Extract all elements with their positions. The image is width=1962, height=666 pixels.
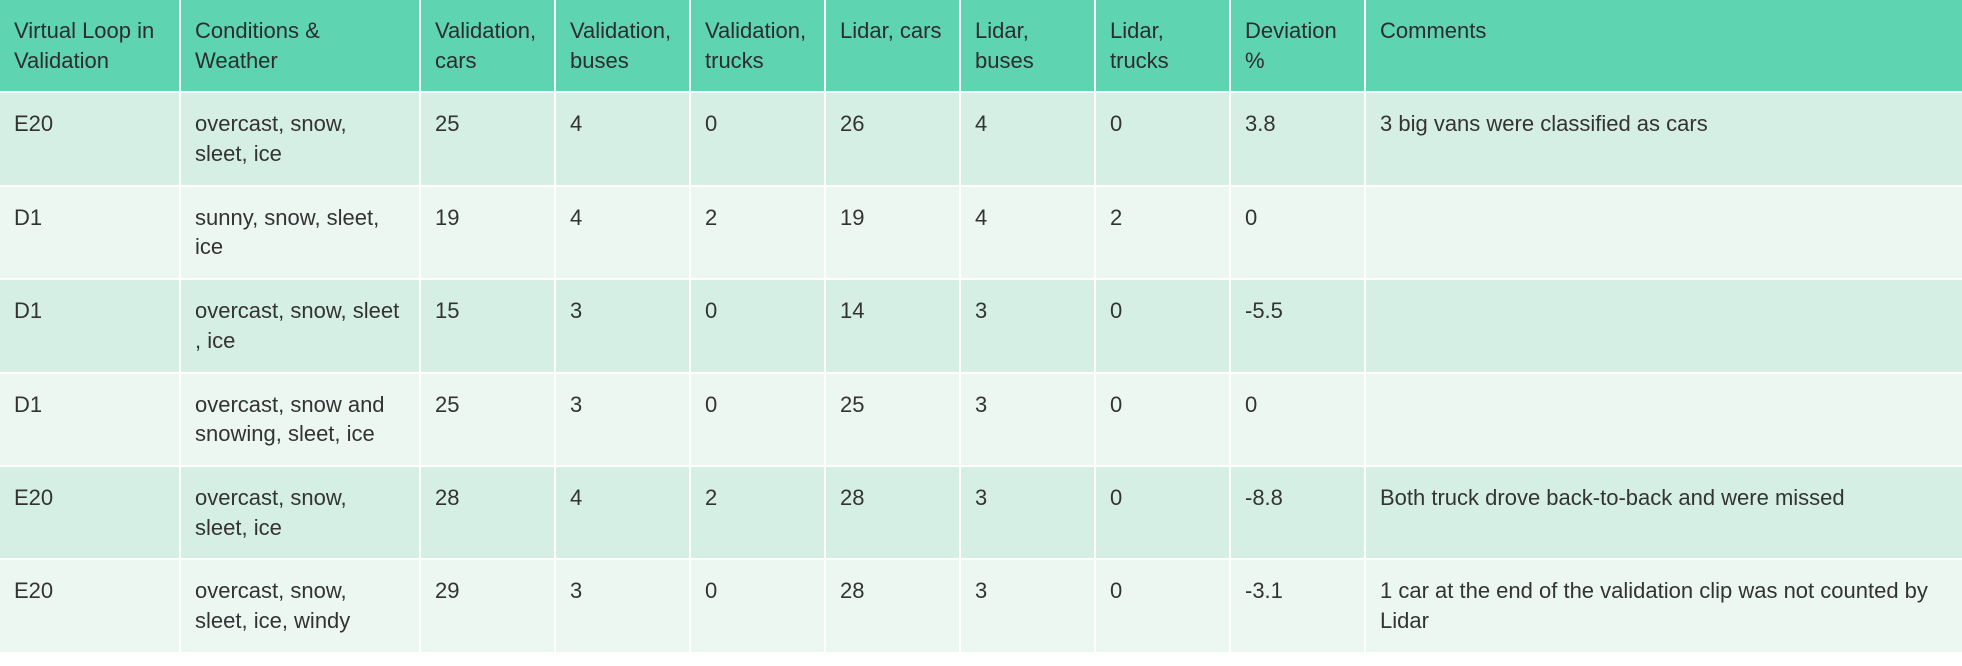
table-row: D1 sunny, snow, sleet, ice 19 4 2 19 4 2… xyxy=(0,186,1962,279)
cell-conditions: overcast, snow, sleet, ice xyxy=(180,466,420,559)
cell-comments: 3 big vans were classified as cars xyxy=(1365,92,1962,185)
cell-l-buses: 3 xyxy=(960,373,1095,466)
cell-comments xyxy=(1365,279,1962,372)
cell-loop: E20 xyxy=(0,466,180,559)
cell-deviation: 0 xyxy=(1230,373,1365,466)
table-header-row: Virtual Loop in Validation Conditions & … xyxy=(0,0,1962,92)
cell-v-trucks: 0 xyxy=(690,559,825,651)
col-loop: Virtual Loop in Validation xyxy=(0,0,180,92)
cell-loop: E20 xyxy=(0,559,180,651)
col-lidar-cars: Lidar, cars xyxy=(825,0,960,92)
col-conditions: Conditions & Weather xyxy=(180,0,420,92)
cell-v-buses: 4 xyxy=(555,186,690,279)
cell-v-trucks: 2 xyxy=(690,186,825,279)
col-deviation: Deviation % xyxy=(1230,0,1365,92)
cell-deviation: -3.1 xyxy=(1230,559,1365,651)
table-row: D1 overcast, snow, sleet , ice 15 3 0 14… xyxy=(0,279,1962,372)
cell-l-cars: 26 xyxy=(825,92,960,185)
cell-loop: D1 xyxy=(0,279,180,372)
cell-l-trucks: 0 xyxy=(1095,373,1230,466)
cell-l-trucks: 2 xyxy=(1095,186,1230,279)
col-validation-cars: Validation, cars xyxy=(420,0,555,92)
cell-l-cars: 19 xyxy=(825,186,960,279)
cell-conditions: sunny, snow, sleet, ice xyxy=(180,186,420,279)
cell-l-cars: 28 xyxy=(825,559,960,651)
cell-v-trucks: 0 xyxy=(690,279,825,372)
cell-l-trucks: 0 xyxy=(1095,466,1230,559)
cell-v-buses: 4 xyxy=(555,466,690,559)
cell-conditions: overcast, snow, sleet, ice xyxy=(180,92,420,185)
cell-v-cars: 25 xyxy=(420,373,555,466)
cell-v-trucks: 2 xyxy=(690,466,825,559)
cell-l-cars: 28 xyxy=(825,466,960,559)
cell-conditions: overcast, snow and snowing, sleet, ice xyxy=(180,373,420,466)
table-row: E20 overcast, snow, sleet, ice, windy 29… xyxy=(0,559,1962,651)
cell-comments xyxy=(1365,186,1962,279)
cell-v-buses: 4 xyxy=(555,92,690,185)
cell-v-cars: 28 xyxy=(420,466,555,559)
cell-deviation: 0 xyxy=(1230,186,1365,279)
cell-v-cars: 29 xyxy=(420,559,555,651)
table-row: D1 overcast, snow and snowing, sleet, ic… xyxy=(0,373,1962,466)
cell-loop: D1 xyxy=(0,373,180,466)
cell-v-trucks: 0 xyxy=(690,92,825,185)
cell-loop: D1 xyxy=(0,186,180,279)
cell-l-cars: 14 xyxy=(825,279,960,372)
cell-loop: E20 xyxy=(0,92,180,185)
cell-conditions: overcast, snow, sleet, ice, windy xyxy=(180,559,420,651)
col-validation-trucks: Validation, trucks xyxy=(690,0,825,92)
cell-l-buses: 4 xyxy=(960,92,1095,185)
validation-table: Virtual Loop in Validation Conditions & … xyxy=(0,0,1962,652)
cell-v-cars: 25 xyxy=(420,92,555,185)
cell-deviation: 3.8 xyxy=(1230,92,1365,185)
cell-comments: 1 car at the end of the validation clip … xyxy=(1365,559,1962,651)
cell-l-buses: 3 xyxy=(960,466,1095,559)
cell-comments: Both truck drove back-to-back and were m… xyxy=(1365,466,1962,559)
cell-l-buses: 4 xyxy=(960,186,1095,279)
table-row: E20 overcast, snow, sleet, ice 28 4 2 28… xyxy=(0,466,1962,559)
cell-l-buses: 3 xyxy=(960,279,1095,372)
cell-v-buses: 3 xyxy=(555,559,690,651)
col-comments: Comments xyxy=(1365,0,1962,92)
cell-comments xyxy=(1365,373,1962,466)
cell-l-cars: 25 xyxy=(825,373,960,466)
cell-deviation: -8.8 xyxy=(1230,466,1365,559)
table-row: E20 overcast, snow, sleet, ice 25 4 0 26… xyxy=(0,92,1962,185)
cell-v-cars: 15 xyxy=(420,279,555,372)
cell-v-buses: 3 xyxy=(555,279,690,372)
col-lidar-trucks: Lidar, trucks xyxy=(1095,0,1230,92)
cell-l-trucks: 0 xyxy=(1095,92,1230,185)
cell-conditions: overcast, snow, sleet , ice xyxy=(180,279,420,372)
cell-v-trucks: 0 xyxy=(690,373,825,466)
cell-v-cars: 19 xyxy=(420,186,555,279)
table-body: E20 overcast, snow, sleet, ice 25 4 0 26… xyxy=(0,92,1962,651)
cell-v-buses: 3 xyxy=(555,373,690,466)
cell-deviation: -5.5 xyxy=(1230,279,1365,372)
col-validation-buses: Validation, buses xyxy=(555,0,690,92)
cell-l-buses: 3 xyxy=(960,559,1095,651)
cell-l-trucks: 0 xyxy=(1095,559,1230,651)
col-lidar-buses: Lidar, buses xyxy=(960,0,1095,92)
cell-l-trucks: 0 xyxy=(1095,279,1230,372)
